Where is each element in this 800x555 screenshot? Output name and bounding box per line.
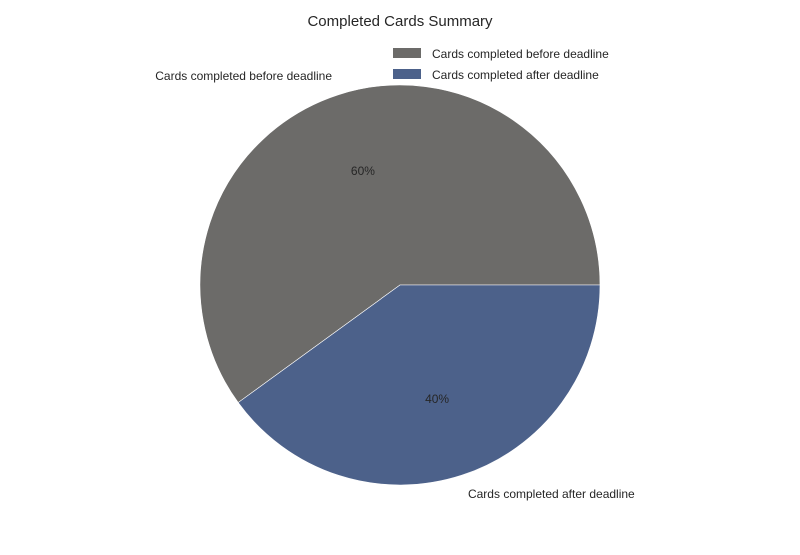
legend-entry-label: Cards completed after deadline bbox=[432, 68, 599, 82]
legend: Cards completed before deadline Cards com… bbox=[393, 47, 609, 82]
pie-slice bbox=[199, 84, 601, 403]
pie-labels: Cards completed before deadline 60% Cards … bbox=[155, 69, 635, 501]
legend-entry-label: Cards completed before deadline bbox=[432, 47, 609, 61]
slice-label: Cards completed after deadline bbox=[468, 487, 635, 501]
legend-swatch bbox=[393, 69, 421, 79]
chart-title: Completed Cards Summary bbox=[307, 13, 493, 30]
slice-percent-label: 60% bbox=[351, 164, 375, 178]
pie-slice bbox=[237, 284, 601, 486]
slice-label: Cards completed before deadline bbox=[155, 69, 332, 83]
pie-slices bbox=[199, 84, 601, 486]
legend-swatch bbox=[393, 48, 421, 58]
slice-percent-label: 40% bbox=[425, 392, 449, 406]
